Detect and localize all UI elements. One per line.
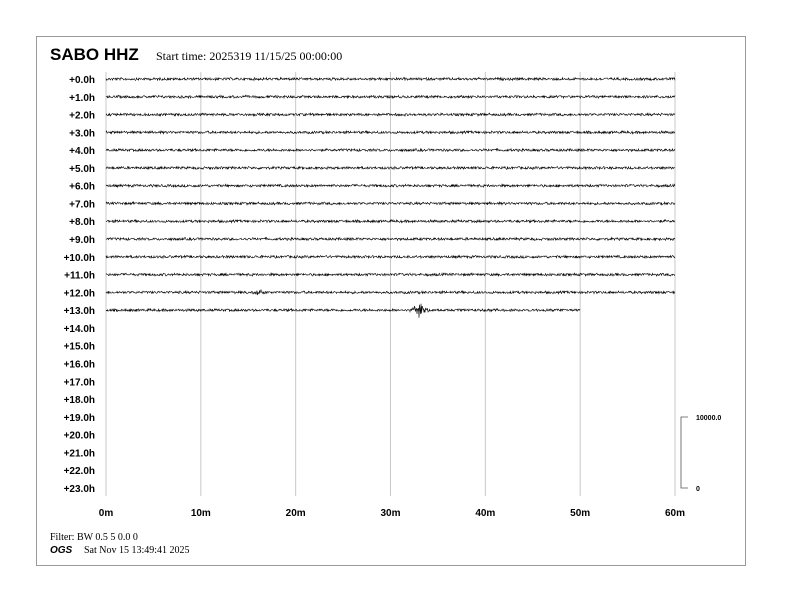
seismic-trace — [105, 183, 676, 189]
seismic-trace — [105, 303, 581, 318]
scale-bottom-label: 0 — [696, 486, 700, 493]
row-label: +8.0h — [69, 217, 95, 228]
row-label: +23.0h — [64, 484, 95, 495]
row-label: +11.0h — [64, 271, 95, 282]
seismic-trace — [105, 236, 676, 242]
row-label: +16.0h — [64, 359, 95, 370]
x-tick-label: 40m — [475, 508, 495, 519]
x-tick-label: 0m — [99, 508, 114, 519]
row-label: +3.0h — [69, 128, 95, 139]
seismic-trace — [105, 218, 676, 224]
amplitude-scale-bar — [680, 416, 688, 489]
seismic-trace — [105, 289, 676, 296]
row-label: +21.0h — [64, 448, 95, 459]
x-tick-label: 20m — [286, 508, 306, 519]
row-label: +4.0h — [69, 146, 95, 157]
row-label: +13.0h — [64, 306, 95, 317]
seismic-trace — [105, 272, 676, 278]
filter-label: Filter: BW 0.5 5 0.0 0 — [50, 532, 138, 543]
row-label: +18.0h — [64, 395, 95, 406]
row-label: +9.0h — [69, 235, 95, 246]
row-label: +7.0h — [69, 199, 95, 210]
seismic-trace — [105, 112, 676, 118]
row-label: +15.0h — [64, 342, 95, 353]
row-label: +10.0h — [64, 253, 95, 264]
seismic-trace — [105, 76, 676, 82]
station-title: SABO HHZ — [50, 45, 139, 64]
row-label: +5.0h — [69, 164, 95, 175]
x-tick-label: 60m — [665, 508, 685, 519]
row-label: +19.0h — [64, 413, 95, 424]
seismic-trace — [105, 129, 676, 135]
timestamp-label: Sat Nov 15 13:49:41 2025 — [84, 545, 190, 556]
seismic-trace — [105, 165, 676, 171]
row-label: +2.0h — [69, 111, 95, 122]
start-time: Start time: 2025319 11/15/25 00:00:00 — [156, 49, 343, 63]
seismic-trace — [105, 94, 676, 100]
row-label: +1.0h — [69, 93, 95, 104]
x-tick-label: 10m — [191, 508, 211, 519]
x-tick-label: 30m — [380, 508, 400, 519]
row-label: +14.0h — [64, 324, 95, 335]
row-label: +0.0h — [69, 75, 95, 86]
org-label: OGS — [50, 545, 73, 556]
x-tick-label: 50m — [570, 508, 590, 519]
seismic-trace — [105, 254, 676, 260]
scale-top-label: 10000.0 — [696, 415, 721, 422]
seismic-trace — [105, 200, 676, 206]
row-label: +20.0h — [64, 431, 95, 442]
plot-frame — [36, 36, 746, 566]
seismic-trace — [105, 147, 676, 153]
row-label: +17.0h — [64, 377, 95, 388]
row-label: +12.0h — [64, 288, 95, 299]
row-label: +6.0h — [69, 182, 95, 193]
row-label: +22.0h — [64, 466, 95, 477]
